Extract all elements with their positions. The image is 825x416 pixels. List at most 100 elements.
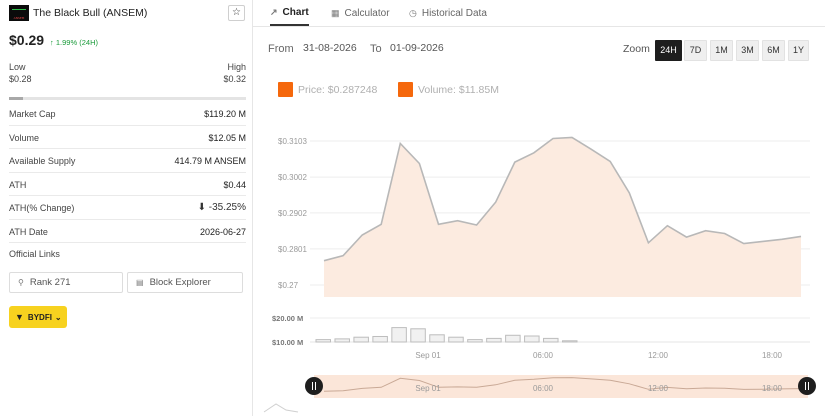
navigator-x-label: Sep 01 (415, 384, 441, 393)
price-line (323, 136, 802, 262)
volume-bar (524, 335, 540, 343)
coin-logo-text: ANSEM (13, 16, 25, 20)
price-range-fill (9, 97, 24, 100)
stat-value: 414.79 M ANSEM (174, 156, 246, 166)
volume-bar (391, 327, 407, 343)
stat-label: Market Cap (9, 109, 56, 119)
from-date-input[interactable]: 31-08-2026 (303, 42, 357, 54)
x-axis-label: 18:00 (762, 351, 783, 360)
volume-bar (315, 339, 331, 343)
rank-pin-icon: ⚲ (18, 278, 24, 287)
to-date-input[interactable]: 01-09-2026 (390, 42, 444, 54)
coin-header: ANSEM The Black Bull (ANSEM) ☆ (9, 5, 245, 21)
volume-bar (353, 336, 369, 343)
calculator-icon: ▦ (331, 7, 340, 18)
volume-bar (505, 334, 521, 343)
current-price: $0.29 (9, 32, 45, 48)
volume-bar (543, 337, 559, 343)
legend-volume[interactable]: Volume: $11.85M (398, 82, 499, 97)
price-area (324, 137, 801, 297)
zoom-6m-button[interactable]: 6M (762, 40, 785, 61)
price-y-tick-label: $0.27 (278, 281, 299, 290)
stat-label: ATH Date (9, 226, 48, 237)
stat-row-ath: ATH $0.44 (9, 173, 246, 196)
tab-chart[interactable]: ↗ Chart (270, 0, 309, 26)
stat-value: ⬇ -35.25% (197, 202, 246, 213)
navigator-x-label: 18:00 (762, 384, 783, 393)
legend-volume-label: Volume: $11.85M (418, 83, 499, 96)
navigator-left-handle[interactable] (305, 377, 323, 395)
coin-info-panel: ANSEM The Black Bull (ANSEM) ☆ $0.29 ↑ 1… (0, 0, 253, 416)
low-value: $0.28 (9, 74, 32, 84)
from-label: From (268, 43, 294, 55)
tab-historical-data[interactable]: ◷ Historical Data (409, 0, 487, 26)
range-navigator: Sep 01 06:00 12:00 18:00 (305, 375, 816, 398)
high-label: High (227, 62, 246, 72)
stat-row-ath-date: ATH Date 2026-06-27 (9, 220, 246, 243)
volume-y-tick-label: $20.00 M (272, 314, 303, 323)
zoom-3m-button[interactable]: 3M (736, 40, 759, 61)
block-explorer-button[interactable]: ▤ Block Explorer (127, 272, 243, 293)
zoom-label: Zoom (623, 43, 650, 55)
high-value: $0.32 (223, 74, 246, 84)
tab-chart-label: Chart (282, 6, 309, 18)
official-links-label: Official Links (9, 249, 60, 259)
exchange-label: BYDFI (27, 312, 52, 322)
x-axis-label: 06:00 (533, 351, 554, 360)
stat-label: ATH (9, 179, 27, 190)
zoom-24h-button[interactable]: 24H (655, 40, 682, 61)
volume-bar (372, 335, 388, 343)
low-label: Low (9, 62, 26, 72)
tab-calculator-label: Calculator (344, 7, 390, 19)
favorite-star-icon[interactable]: ☆ (228, 5, 245, 21)
zoom-1m-button[interactable]: 1M (710, 40, 733, 61)
coin-name: The Black Bull (ANSEM) (33, 7, 148, 19)
stat-value: $12.05 M (208, 132, 246, 143)
tab-historical-label: Historical Data (421, 7, 487, 19)
volume-y-tick-label: $10.00 M (272, 338, 303, 347)
stat-row-ath-change: ATH(% Change) ⬇ -35.25% (9, 196, 246, 220)
navigator-right-handle[interactable] (798, 377, 816, 395)
zoom-7d-button[interactable]: 7D (684, 40, 707, 61)
coin-logo: ANSEM (9, 5, 29, 21)
stat-label: ATH(% Change) (9, 203, 75, 213)
price-range-bar (9, 97, 246, 100)
price-y-tick-label: $0.2902 (278, 209, 307, 218)
legend-volume-swatch (398, 82, 413, 97)
chevron-down-icon: ⌄ (54, 312, 62, 322)
stat-row-volume: Volume $12.05 M (9, 126, 246, 149)
price-change-badge: ↑ 1.99% (24H) (50, 38, 98, 47)
low-high-range: Low $0.28 High $0.32 (9, 61, 246, 85)
legend-price-label: Price: $0.287248 (298, 83, 378, 96)
volume-bar (410, 328, 426, 343)
chart-tabs: ↗ Chart ▦ Calculator ◷ Historical Data (253, 0, 825, 27)
stat-label: Available Supply (9, 156, 76, 166)
x-axis-label: Sep 01 (415, 351, 441, 360)
volume-bar (467, 339, 483, 343)
price-y-tick-label: $0.2801 (278, 245, 307, 254)
stat-row-market-cap: Market Cap $119.20 M (9, 102, 246, 126)
rank-button[interactable]: ⚲ Rank 271 (9, 272, 123, 293)
stat-value: 2026-06-27 (199, 226, 246, 237)
volume-bar (486, 337, 502, 343)
legend-price[interactable]: Price: $0.287248 (278, 82, 377, 97)
navigator-x-label: 12:00 (648, 384, 669, 393)
rank-label: Rank 271 (29, 277, 71, 288)
volume-bar (334, 338, 350, 343)
zoom-1y-button[interactable]: 1Y (788, 40, 809, 61)
stats-list: Market Cap $119.20 M Volume $12.05 M Avail… (9, 102, 246, 243)
stat-row-supply: Available Supply 414.79 M ANSEM (9, 149, 246, 173)
stat-value: $0.44 (223, 179, 246, 190)
navigator-selection (314, 375, 808, 398)
x-axis-label: 12:00 (648, 351, 669, 360)
exchange-dropdown-button[interactable]: ▼ BYDFI ⌄ (9, 306, 67, 328)
bydfi-logo-icon: ▼ (15, 312, 24, 322)
legend-price-swatch (278, 82, 293, 97)
tab-calculator[interactable]: ▦ Calculator (331, 0, 390, 26)
chart-line-icon: ↗ (270, 6, 278, 17)
price-y-tick-label: $0.3002 (278, 173, 307, 182)
to-label: To (370, 43, 382, 55)
block-explorer-label: Block Explorer (149, 277, 211, 288)
scroll-hint-line (263, 403, 299, 413)
